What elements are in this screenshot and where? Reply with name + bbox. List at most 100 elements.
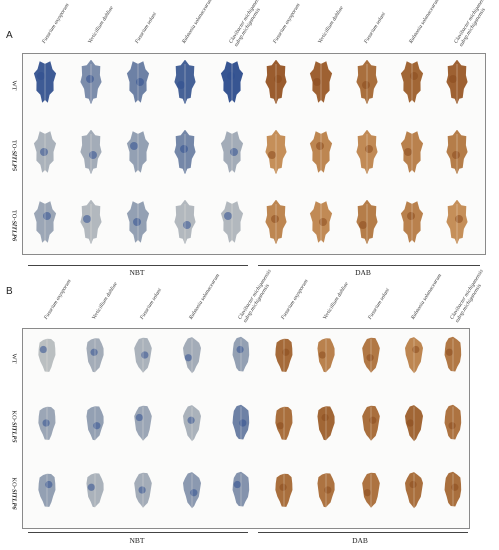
column-label: Ralstonia solanacearum <box>181 0 215 45</box>
row-label: KO-SlTLP5 <box>11 397 18 457</box>
nbt-leaf-image <box>30 60 60 109</box>
column-label: Clavibacter michiganensis subsp.michigan… <box>237 268 273 324</box>
dab-leaf-image <box>399 335 429 380</box>
nbt-leaf-image <box>177 335 207 380</box>
panel-a-dab-label: DAB <box>355 268 371 277</box>
nbt-leaf-image <box>217 60 247 109</box>
panel-a-letter: A <box>6 30 13 41</box>
nbt-leaf-image <box>226 470 256 515</box>
dab-leaf-image <box>261 199 291 249</box>
nbt-leaf-image <box>128 403 158 448</box>
dab-leaf-image <box>311 470 341 515</box>
row-label-prefix: WT <box>10 80 18 91</box>
nbt-leaf-image <box>80 470 110 515</box>
dab-leaf-image <box>397 130 427 179</box>
column-label: Fusarium solani <box>134 11 159 45</box>
nbt-leaf-image <box>123 60 153 109</box>
column-label: Clavibacter michiganensis subsp.michigan… <box>449 268 485 324</box>
nbt-leaf-image <box>32 470 62 515</box>
dab-leaf-image <box>269 403 299 448</box>
nbt-leaf-image <box>170 199 200 249</box>
dab-leaf-image <box>399 403 429 448</box>
column-label: Fusarium oxysporum <box>41 2 71 45</box>
row-label-prefix: KO- <box>10 410 18 422</box>
nbt-leaf-image <box>170 59 200 109</box>
nbt-leaf-image <box>76 129 106 179</box>
nbt-leaf-image <box>76 59 106 109</box>
dab-leaf-image <box>311 403 341 448</box>
row-label-prefix: TO- <box>10 139 18 151</box>
column-label: Clavibacter michiganensis subsp.michigan… <box>228 0 264 48</box>
dab-leaf-image <box>261 129 291 179</box>
row-label-prefix: WT <box>10 353 18 364</box>
panel-b-nbt-label: NBT <box>129 536 145 545</box>
dab-leaf-image <box>352 199 382 249</box>
dab-leaf-image <box>269 335 299 380</box>
nbt-leaf-image <box>123 130 153 179</box>
dab-leaf-image <box>269 470 299 515</box>
nbt-leaf-image <box>80 403 110 448</box>
dab-leaf-image <box>306 60 336 109</box>
dab-leaf-image <box>356 403 386 448</box>
dab-leaf-image <box>442 59 472 109</box>
nbt-leaf-image <box>170 129 200 179</box>
dab-leaf-image <box>438 335 468 380</box>
nbt-leaf-image <box>128 335 158 380</box>
row-label: WT <box>11 329 18 389</box>
panel-b-nbt-line <box>28 532 248 533</box>
row-label-prefix: TO- <box>10 209 18 221</box>
row-label-prefix: KO- <box>10 477 18 489</box>
dab-leaf-image <box>352 59 382 109</box>
panel-b-letter: B <box>6 286 13 297</box>
dab-leaf-image <box>442 199 472 249</box>
dab-leaf-image <box>356 335 386 380</box>
nbt-leaf-image <box>123 200 153 249</box>
nbt-leaf-image <box>30 130 60 179</box>
dab-leaf-image <box>311 335 341 380</box>
nbt-leaf-image <box>177 403 207 448</box>
dab-leaf-image <box>397 200 427 249</box>
column-label: Fusarium solani <box>363 11 388 45</box>
column-label: Verticillium dahliae <box>87 5 115 45</box>
dab-leaf-image <box>306 200 336 249</box>
column-label: Ralstonia solanacearum <box>188 272 222 321</box>
column-label: Verticillium dahliae <box>317 5 345 45</box>
nbt-leaf-image <box>32 335 62 380</box>
nbt-leaf-image <box>226 335 256 380</box>
nbt-leaf-image <box>80 335 110 380</box>
panel-b-dab-line <box>258 532 468 533</box>
dab-leaf-image <box>306 130 336 179</box>
row-label: WT <box>11 56 18 116</box>
panel-a-nbt-line <box>28 265 248 266</box>
column-label: Ralstonia solanacearum <box>410 272 444 321</box>
row-label: TO-SlTLP6 <box>11 196 18 256</box>
column-label: Clavibacter michiganensis subsp.michigan… <box>453 0 489 48</box>
panel-b-dab-label: DAB <box>352 536 368 545</box>
dab-leaf-image <box>261 59 291 109</box>
dab-leaf-image <box>352 129 382 179</box>
dab-leaf-image <box>399 470 429 515</box>
nbt-leaf-image <box>30 200 60 249</box>
row-label-gene: SlTLP5 <box>10 421 18 443</box>
nbt-leaf-image <box>128 470 158 515</box>
dab-leaf-image <box>442 129 472 179</box>
panel-a-dab-line <box>258 265 480 266</box>
row-label-gene: SlTLP6 <box>10 220 18 242</box>
nbt-leaf-image <box>76 199 106 249</box>
column-label: Fusarium oxysporum <box>43 278 73 321</box>
nbt-leaf-image <box>226 403 256 448</box>
row-label-gene: SlTLP5 <box>10 150 18 172</box>
nbt-leaf-image <box>32 403 62 448</box>
column-label: Ralstonia solanacearum <box>408 0 442 45</box>
column-label: Fusarium oxysporum <box>272 2 302 45</box>
row-label: KO-SlTLP6 <box>11 464 18 524</box>
row-label-gene: SlTLP6 <box>10 488 18 510</box>
nbt-leaf-image <box>217 130 247 179</box>
panel-a-nbt-label: NBT <box>129 268 145 277</box>
dab-leaf-image <box>397 60 427 109</box>
column-label: Fusarium oxysporum <box>280 278 310 321</box>
dab-leaf-image <box>438 470 468 515</box>
row-label: TO-SlTLP5 <box>11 126 18 186</box>
nbt-leaf-image <box>217 200 247 249</box>
dab-leaf-image <box>438 403 468 448</box>
